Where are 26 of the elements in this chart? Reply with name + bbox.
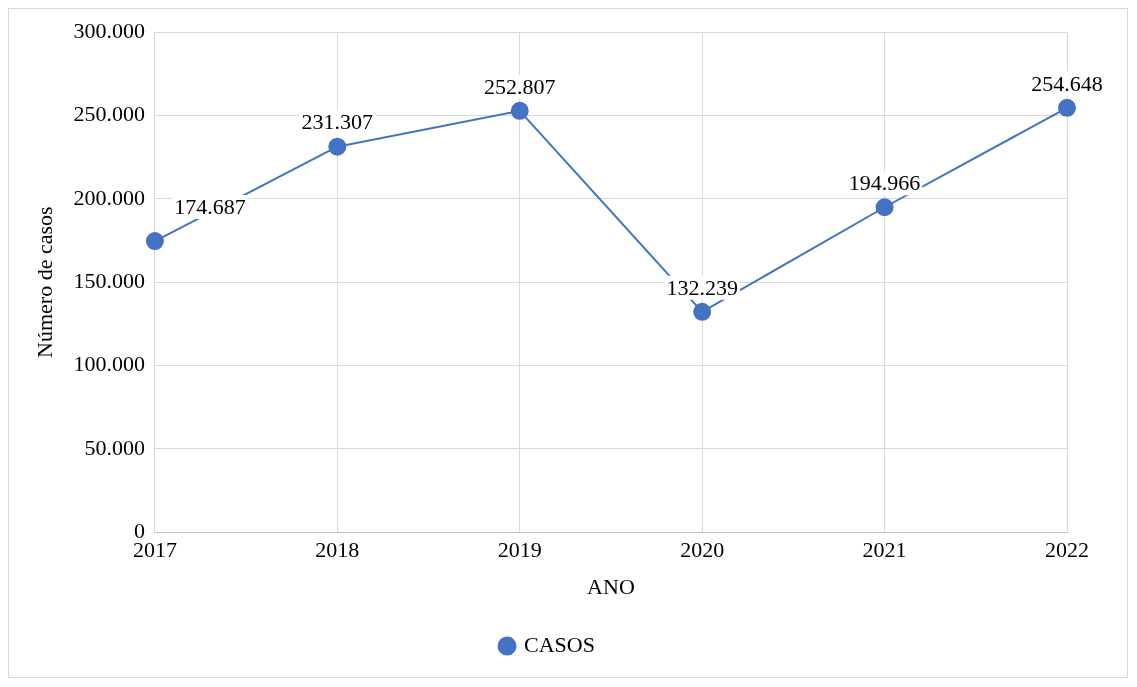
y-tick-label: 250.000 xyxy=(73,101,145,127)
y-tick-label: 300.000 xyxy=(73,17,145,43)
data-label: 132.239 xyxy=(666,274,738,300)
y-tick-label: 150.000 xyxy=(73,267,145,293)
data-label: 231.307 xyxy=(301,109,374,135)
x-tick-label: 2022 xyxy=(1045,537,1089,563)
data-label: 194.966 xyxy=(848,170,921,196)
x-tick-label: 2020 xyxy=(680,537,725,563)
data-label: 254.648 xyxy=(1031,70,1103,96)
point xyxy=(875,198,894,217)
point xyxy=(693,302,712,321)
y-tick-label: 100.000 xyxy=(73,351,145,377)
y-tick-label: 200.000 xyxy=(73,184,145,210)
x-tick-label: 2019 xyxy=(497,537,542,563)
point xyxy=(510,101,529,120)
point xyxy=(328,137,347,156)
y-axis-title: Número de casos xyxy=(31,206,57,358)
point xyxy=(145,232,164,251)
point xyxy=(1058,98,1076,117)
y-tick-label: 50.000 xyxy=(84,434,145,460)
x-tick-label: 2021 xyxy=(862,537,907,563)
data-label: 174.687 xyxy=(174,193,246,219)
legend-label: CASOS xyxy=(524,631,595,657)
x-axis-title: ANO xyxy=(587,573,635,599)
data-label: 252.807 xyxy=(483,73,556,99)
x-tick-label: 2018 xyxy=(315,537,360,563)
